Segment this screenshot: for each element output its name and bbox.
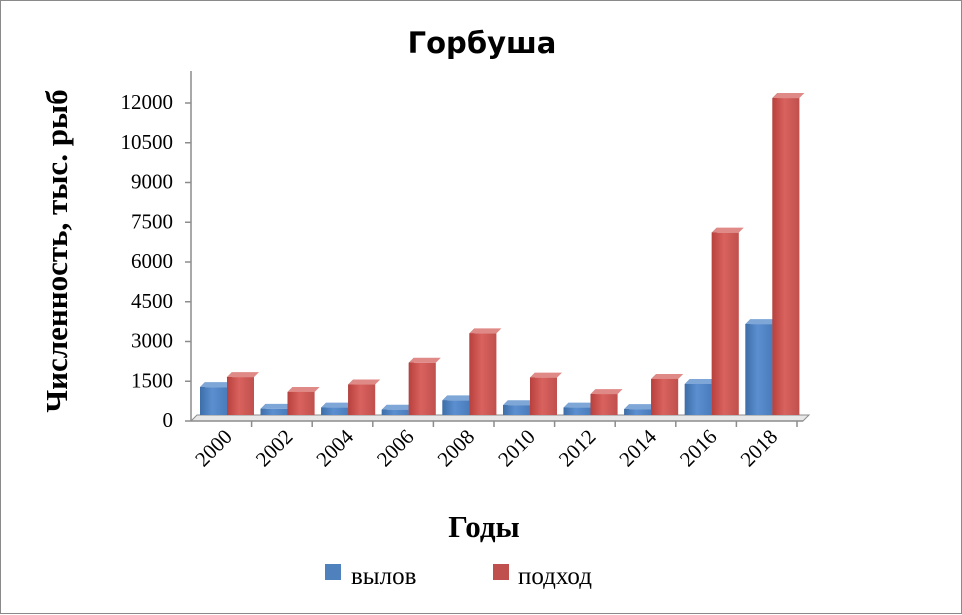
y-tick-label: 4500 <box>131 289 173 313</box>
x-axis-label: Годы <box>448 509 520 544</box>
bar-top-2014-series-0 <box>624 404 657 410</box>
bar-top-2004-series-1 <box>348 379 381 385</box>
bar-top-2004-series-0 <box>321 402 354 408</box>
legend-swatch-series-1 <box>493 564 509 580</box>
bar-2018-series-0 <box>745 324 773 415</box>
x-tick-label: 2018 <box>736 425 783 472</box>
bar-top-2014-series-1 <box>651 373 684 379</box>
bar-2008-series-1 <box>469 333 497 415</box>
bar-top-2002-series-0 <box>260 403 293 409</box>
bar-2014-series-0 <box>624 409 652 415</box>
bar-top-2012-series-0 <box>563 402 596 408</box>
bar-2002-series-0 <box>260 408 288 415</box>
y-tick-label: 10500 <box>121 130 174 154</box>
bar-2018-series-1 <box>772 98 800 415</box>
x-tick-label: 2014 <box>614 424 661 471</box>
x-tick-label: 2012 <box>554 425 601 472</box>
x-tick-label: 2008 <box>433 425 480 472</box>
y-tick-label: 0 <box>163 408 174 432</box>
bar-top-2008-series-0 <box>442 395 475 401</box>
bar-2004-series-1 <box>348 384 376 415</box>
bar-2010-series-0 <box>503 405 530 415</box>
bar-2000-series-0 <box>200 387 227 415</box>
bar-top-2010-series-0 <box>503 400 535 406</box>
floor-plane <box>189 414 811 422</box>
legend-label-series-1: подход <box>518 563 592 590</box>
x-tick-label: 2002 <box>251 425 298 472</box>
y-tick-label: 3000 <box>131 329 173 353</box>
bar-2006-series-0 <box>381 409 409 415</box>
bar-top-2016-series-1 <box>711 227 744 233</box>
y-tick-label: 7500 <box>131 209 173 233</box>
bar-top-2000-series-0 <box>200 382 232 388</box>
x-tick-label: 2000 <box>190 425 237 472</box>
chart-title: Горбуша <box>408 26 557 60</box>
x-tick-label: 2016 <box>675 425 722 472</box>
y-tick-label: 6000 <box>131 249 173 273</box>
y-tick-label: 12000 <box>121 90 174 114</box>
bar-top-2002-series-1 <box>287 386 320 392</box>
bar-2010-series-1 <box>530 377 557 415</box>
bar-2012-series-0 <box>563 407 591 415</box>
bar-2008-series-0 <box>442 400 470 415</box>
bar-top-2010-series-1 <box>530 372 562 378</box>
bar-top-2018-series-0 <box>745 319 778 325</box>
legend-swatch-series-0 <box>325 564 341 580</box>
bar-top-2012-series-1 <box>590 389 623 395</box>
y-axis-ticks: 0 1500 3000 4500 6000 7500 9000 10500 12000 <box>121 90 191 432</box>
bar-top-2008-series-1 <box>469 328 502 334</box>
bar-2000-series-1 <box>227 377 254 415</box>
bar-top-2016-series-0 <box>684 378 717 384</box>
bars <box>200 93 805 415</box>
bar-2006-series-1 <box>408 362 436 415</box>
y-tick-label: 1500 <box>131 368 173 392</box>
bar-2012-series-1 <box>590 394 618 415</box>
x-axis-ticks: 2000 2002 2004 2006 2008 2010 2012 2014 2016 2018 <box>190 421 798 472</box>
axes <box>189 71 811 422</box>
bar-2016-series-0 <box>684 383 712 415</box>
x-tick-label: 2010 <box>493 425 540 472</box>
y-tick-label: 9000 <box>131 170 173 194</box>
bar-2004-series-0 <box>321 407 349 415</box>
x-tick-label: 2006 <box>372 425 419 472</box>
bar-top-2006-series-1 <box>408 357 441 363</box>
bar-top-2006-series-0 <box>381 404 414 410</box>
legend-label-series-0: вылов <box>351 563 416 590</box>
bar-2016-series-1 <box>711 232 739 415</box>
bar-top-2000-series-1 <box>227 372 259 378</box>
x-tick-label: 2004 <box>311 424 358 471</box>
bar-2002-series-1 <box>287 391 315 415</box>
bar-top-2018-series-1 <box>772 93 805 99</box>
y-axis-label: Численность, тыс. рыб <box>39 89 74 412</box>
bar-2014-series-1 <box>651 378 679 415</box>
legend: вылов подход <box>325 563 592 590</box>
